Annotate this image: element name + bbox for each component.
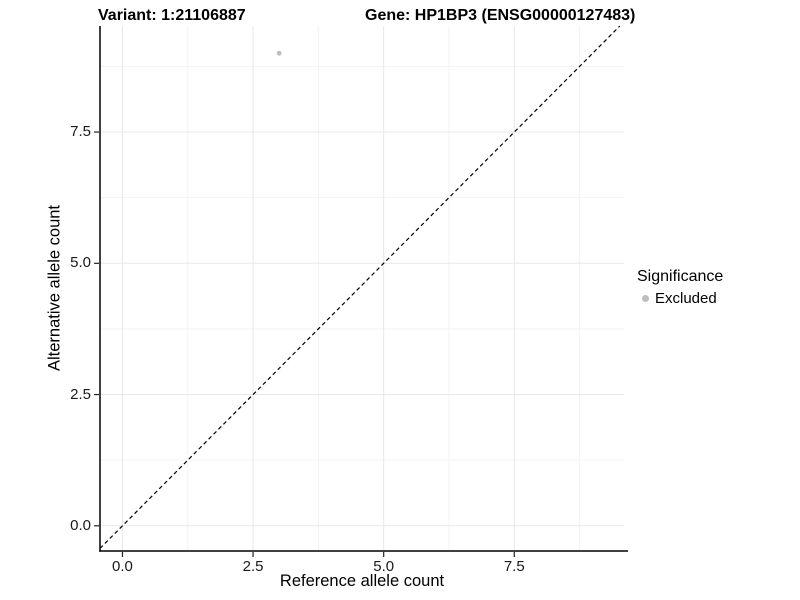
plot-title-variant: Variant: 1:21106887 (98, 7, 246, 24)
legend-item-label: Excluded (655, 290, 717, 307)
legend-item-excluded: Excluded (637, 290, 723, 307)
identity-dashed-line (99, 25, 621, 549)
legend-title: Significance (637, 268, 724, 285)
y-tick-label: 0.0 (70, 516, 91, 534)
data-point (276, 50, 282, 56)
y-axis-title: Alternative allele count (45, 204, 64, 372)
y-tick-label: 5.0 (70, 254, 91, 272)
y-tick-label: 2.5 (70, 385, 91, 403)
legend: Significance Excluded (637, 268, 723, 307)
x-tick-label: 0.0 (112, 558, 133, 575)
legend-point-marker-icon (642, 295, 649, 302)
y-tick-label: 7.5 (70, 123, 91, 141)
x-tick-label: 7.5 (503, 558, 525, 575)
x-tick-label: 2.5 (242, 558, 264, 575)
x-tick-label: 5.0 (373, 558, 395, 575)
plot-title-gene: Gene: HP1BP3 (ENSG00000127483) (365, 7, 636, 24)
x-axis-title: Reference allele count (279, 572, 445, 590)
